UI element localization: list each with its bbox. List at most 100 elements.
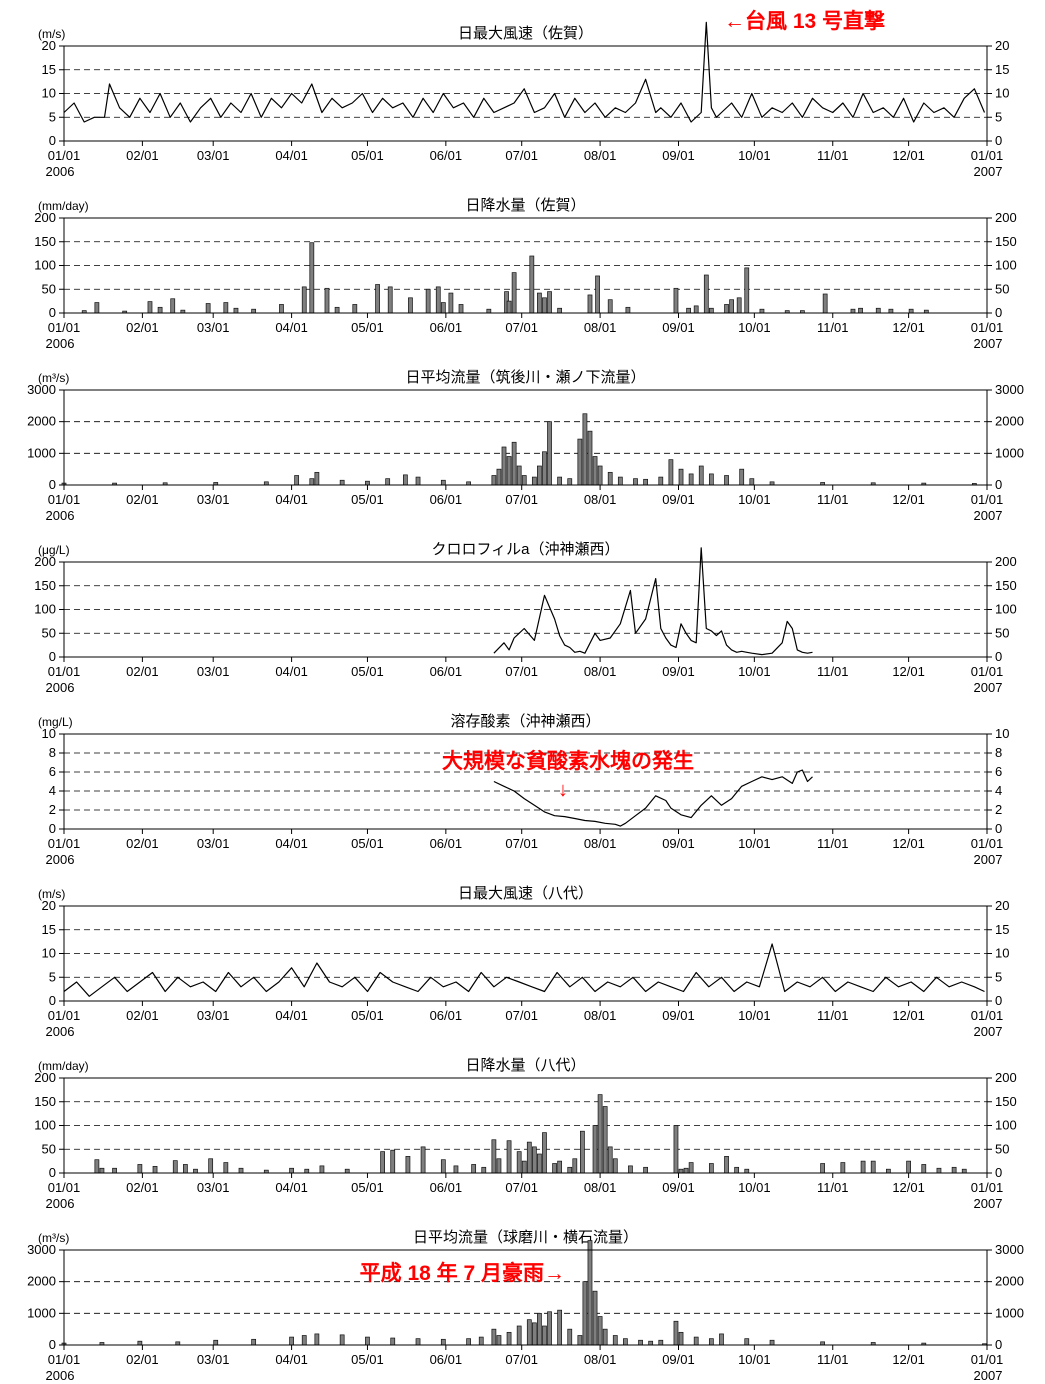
bar — [888, 308, 894, 314]
unit-label: (m³/s) — [38, 1231, 69, 1245]
y-tick-label-right: 0 — [995, 821, 1002, 836]
unit-label: (m/s) — [38, 887, 65, 901]
bar — [633, 478, 638, 486]
y-tick-label-right: 8 — [995, 745, 1002, 760]
x-tick-label: 10/01 — [738, 1352, 771, 1367]
bar — [491, 475, 497, 486]
y-tick-label-left: 200 — [34, 554, 56, 569]
y-tick-label-right: 0 — [995, 133, 1002, 148]
unit-label: (μg/L) — [38, 543, 70, 557]
x-tick-label: 12/01 — [892, 836, 925, 851]
bar — [739, 468, 745, 486]
x-tick-label: 04/01 — [275, 492, 308, 507]
bar — [387, 286, 393, 314]
bar — [577, 438, 583, 486]
bar — [294, 475, 300, 486]
panel-3: 日平均流量（筑後川・瀬ノ下流量） (m³/s) 0 0 1000 1000 2000 2000… — [27, 369, 1024, 523]
plot-frame — [63, 905, 988, 1002]
x-tick-label: 02/01 — [126, 1008, 159, 1023]
x-tick-label: 01/01 — [971, 320, 1004, 335]
x-tick-label: 05/01 — [351, 1352, 384, 1367]
bar — [860, 1160, 866, 1174]
x-tick-label: 09/01 — [662, 836, 695, 851]
annotation-hypoxia: 大規模な貧酸素水塊の発生 — [442, 749, 694, 773]
x-tick-label: 08/01 — [584, 1180, 617, 1195]
bar — [587, 1240, 593, 1346]
bar — [557, 1309, 563, 1346]
y-tick-label-right: 0 — [995, 477, 1002, 492]
bar — [157, 306, 163, 314]
y-tick-label-right: 15 — [995, 922, 1009, 937]
x-tick-label: 03/01 — [197, 836, 230, 851]
bar — [643, 1166, 648, 1174]
bar — [638, 1339, 643, 1346]
y-tick-label-left: 50 — [42, 625, 56, 640]
bar — [301, 286, 307, 314]
bar — [557, 307, 563, 314]
y-tick-label-right: 5 — [995, 969, 1002, 984]
y-tick-label-right: 0 — [995, 993, 1002, 1008]
bar — [886, 1168, 891, 1174]
bar — [673, 287, 679, 314]
bar — [152, 1165, 158, 1174]
bar — [172, 1160, 178, 1174]
bar — [486, 308, 492, 314]
year-label-end: 2007 — [974, 1024, 1003, 1039]
year-label-start: 2006 — [46, 1368, 75, 1383]
x-tick-label: 01/01 — [48, 148, 81, 163]
x-tick-label: 06/01 — [430, 664, 463, 679]
y-tick-label-left: 0 — [49, 305, 56, 320]
bar — [858, 307, 863, 314]
bar — [309, 242, 315, 314]
y-tick-label-right: 0 — [995, 1165, 1002, 1180]
x-tick-label: 08/01 — [584, 1352, 617, 1367]
x-tick-label: 01/01 — [48, 1352, 81, 1367]
bar — [531, 1322, 537, 1346]
y-tick-label-left: 200 — [34, 1070, 56, 1085]
bar — [557, 476, 563, 486]
year-label-end: 2007 — [974, 508, 1003, 523]
panel-8: 日平均流量（球磨川・横石流量） (m³/s) 0 0 1000 1000 2000 2000 3… — [27, 1229, 1024, 1383]
bar — [99, 1167, 105, 1174]
x-tick-label: 10/01 — [738, 320, 771, 335]
bar — [516, 1325, 522, 1346]
y-tick-label-left: 0 — [49, 821, 56, 836]
year-label-start: 2006 — [46, 1196, 75, 1211]
bar — [542, 451, 547, 486]
y-tick-label-right: 10 — [995, 946, 1009, 961]
bar — [94, 1159, 100, 1174]
x-tick-label: 08/01 — [584, 320, 617, 335]
bar — [183, 1164, 188, 1174]
x-tick-label: 10/01 — [738, 492, 771, 507]
panel-title: 日降水量（八代） — [465, 1057, 585, 1074]
x-tick-label: 09/01 — [662, 492, 695, 507]
y-tick-label-right: 3000 — [995, 1242, 1024, 1257]
bar — [137, 1164, 143, 1174]
plot-frame — [63, 389, 988, 486]
bar — [580, 1130, 585, 1174]
bar — [415, 476, 421, 486]
panel-title: クロロフィルa（沖神瀬西） — [431, 541, 619, 558]
year-label-start: 2006 — [46, 852, 75, 867]
x-tick-label: 08/01 — [584, 148, 617, 163]
panel-7: 日降水量（八代） (mm/day) 0 0 50 50 100 100 150 150 200 200… — [34, 1057, 1016, 1211]
x-tick-label: 05/01 — [351, 320, 384, 335]
bar — [403, 474, 408, 486]
bar — [567, 1166, 573, 1174]
x-tick-label: 02/01 — [126, 836, 159, 851]
x-tick-label: 07/01 — [505, 836, 538, 851]
plot-frame — [63, 1077, 988, 1174]
x-tick-label: 01/01 — [48, 320, 81, 335]
x-tick-label: 11/01 — [817, 1180, 849, 1195]
bar — [238, 1167, 244, 1174]
bar — [137, 1340, 143, 1346]
y-tick-label-right: 50 — [995, 281, 1009, 296]
bar — [279, 304, 284, 314]
x-tick-label: 07/01 — [505, 664, 538, 679]
year-label-end: 2007 — [974, 1368, 1003, 1383]
x-tick-label: 01/01 — [971, 836, 1004, 851]
bar — [208, 1158, 214, 1174]
bar — [577, 1335, 583, 1346]
panel-1: 日最大風速（佐賀） (m/s) 0 0 5 5 10 10 15 15 20 20 01/01 02/01… — [38, 21, 1009, 179]
x-tick-label: 12/01 — [892, 664, 925, 679]
